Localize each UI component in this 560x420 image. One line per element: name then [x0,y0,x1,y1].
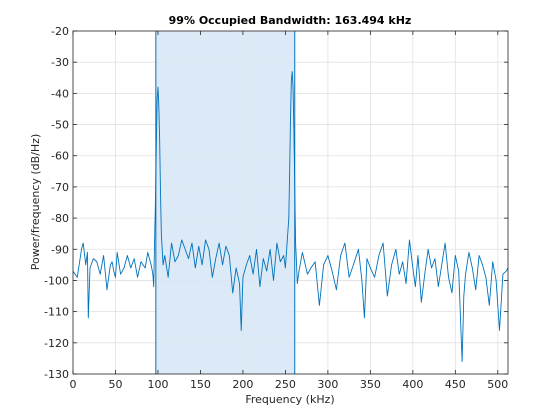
x-tick-label: 0 [70,378,77,391]
y-tick-label: -130 [44,368,69,381]
y-tick-label: -100 [44,274,69,287]
y-tick-label: -60 [51,150,69,163]
x-tick-label: 100 [147,378,168,391]
x-axis-label: Frequency (kHz) [245,393,334,406]
y-tick-label: -90 [51,243,69,256]
y-tick-label: -110 [44,306,69,319]
x-tick-label: 250 [275,378,296,391]
y-tick-label: -50 [51,119,69,132]
y-axis-ticks: -130 -120 -110 -100 -90 -80 -70 -60 -50 -40 -30 -20 [44,25,508,381]
psd-series-line [72,71,509,362]
occupied-band-region [155,31,295,374]
x-tick-label: 150 [190,378,211,391]
x-tick-label: 50 [108,378,122,391]
y-tick-label: -20 [51,25,69,38]
x-tick-label: 350 [360,378,381,391]
y-tick-label: -70 [51,181,69,194]
x-tick-label: 400 [402,378,423,391]
x-tick-label: 500 [487,378,508,391]
y-tick-label: -120 [44,337,69,350]
x-tick-label: 450 [445,378,466,391]
x-axis-ticks: 0 50 100 150 200 250 300 350 400 450 500 [70,31,508,391]
x-tick-label: 200 [232,378,253,391]
y-tick-label: -80 [51,212,69,225]
chart-title: 99% Occupied Bandwidth: 163.494 kHz [169,14,412,27]
y-tick-label: -40 [51,87,69,100]
y-axis-label: Power/frequency (dB/Hz) [29,134,42,271]
y-tick-label: -30 [51,56,69,69]
x-tick-label: 300 [317,378,338,391]
plot-frame [72,30,509,375]
